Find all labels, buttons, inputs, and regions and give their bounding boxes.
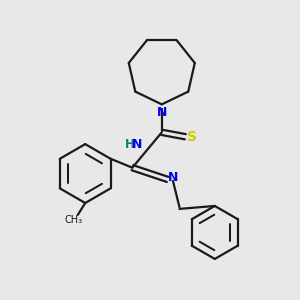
Text: N: N: [157, 106, 167, 119]
Text: H: H: [124, 138, 134, 151]
Text: N: N: [168, 172, 179, 184]
Text: CH₃: CH₃: [65, 215, 83, 225]
Text: N: N: [132, 138, 142, 151]
Text: S: S: [188, 130, 197, 144]
